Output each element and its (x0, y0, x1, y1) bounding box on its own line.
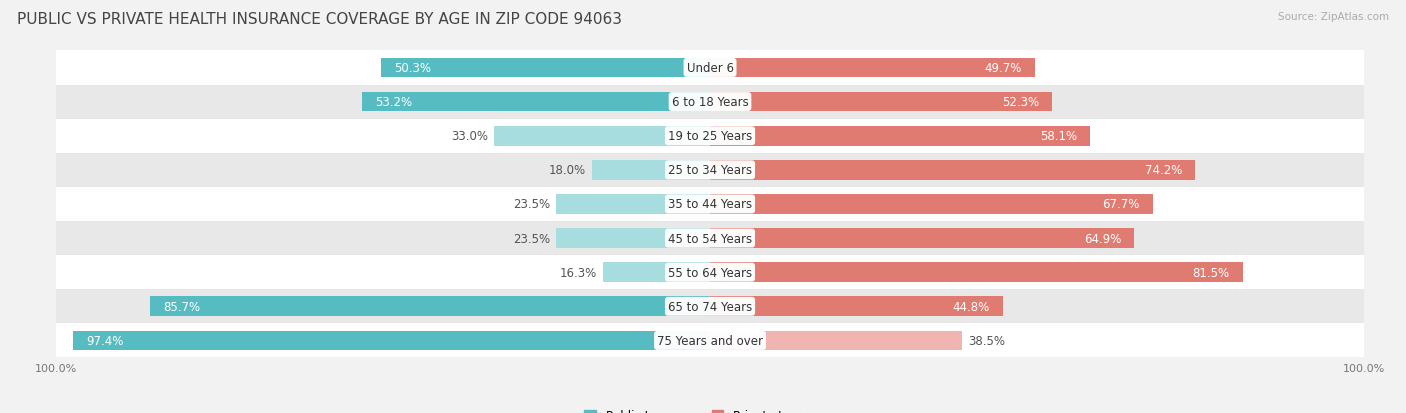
Bar (592, 161, 710, 180)
Bar (363, 93, 710, 112)
Bar (710, 93, 1052, 112)
Text: 49.7%: 49.7% (984, 62, 1022, 75)
Bar (710, 263, 1243, 282)
Bar (56, 153, 1364, 188)
Bar (73, 331, 710, 351)
Text: 75 Years and over: 75 Years and over (657, 334, 763, 347)
Text: Source: ZipAtlas.com: Source: ZipAtlas.com (1278, 12, 1389, 22)
Text: 55 to 64 Years: 55 to 64 Years (668, 266, 752, 279)
Text: 38.5%: 38.5% (969, 334, 1005, 347)
Bar (56, 323, 1364, 358)
Text: PUBLIC VS PRIVATE HEALTH INSURANCE COVERAGE BY AGE IN ZIP CODE 94063: PUBLIC VS PRIVATE HEALTH INSURANCE COVER… (17, 12, 621, 27)
Bar (381, 58, 710, 78)
Bar (149, 297, 710, 316)
Text: 67.7%: 67.7% (1102, 198, 1140, 211)
Text: 50.3%: 50.3% (394, 62, 432, 75)
Bar (56, 51, 1364, 85)
Text: 6 to 18 Years: 6 to 18 Years (672, 96, 748, 109)
Text: 45 to 54 Years: 45 to 54 Years (668, 232, 752, 245)
Legend: Public Insurance, Private Insurance: Public Insurance, Private Insurance (585, 408, 835, 413)
Text: 18.0%: 18.0% (548, 164, 586, 177)
Bar (710, 161, 1195, 180)
Text: 81.5%: 81.5% (1192, 266, 1230, 279)
Bar (710, 58, 1035, 78)
Text: 44.8%: 44.8% (953, 300, 990, 313)
Bar (557, 195, 710, 214)
Text: 85.7%: 85.7% (163, 300, 200, 313)
Bar (710, 195, 1153, 214)
Bar (710, 126, 1090, 146)
Bar (56, 188, 1364, 221)
Bar (495, 126, 710, 146)
Text: 16.3%: 16.3% (560, 266, 598, 279)
Bar (56, 290, 1364, 323)
Text: 64.9%: 64.9% (1084, 232, 1121, 245)
Bar (710, 331, 962, 351)
Text: 35 to 44 Years: 35 to 44 Years (668, 198, 752, 211)
Text: 53.2%: 53.2% (375, 96, 412, 109)
Bar (710, 297, 1002, 316)
Bar (56, 256, 1364, 290)
Text: 74.2%: 74.2% (1144, 164, 1182, 177)
Text: 97.4%: 97.4% (86, 334, 124, 347)
Text: 25 to 34 Years: 25 to 34 Years (668, 164, 752, 177)
Text: Under 6: Under 6 (686, 62, 734, 75)
Bar (56, 221, 1364, 256)
Bar (56, 85, 1364, 119)
Text: 58.1%: 58.1% (1039, 130, 1077, 143)
Text: 65 to 74 Years: 65 to 74 Years (668, 300, 752, 313)
Text: 52.3%: 52.3% (1001, 96, 1039, 109)
Text: 19 to 25 Years: 19 to 25 Years (668, 130, 752, 143)
Bar (56, 119, 1364, 153)
Text: 23.5%: 23.5% (513, 198, 550, 211)
Bar (710, 229, 1135, 248)
Bar (603, 263, 710, 282)
Text: 33.0%: 33.0% (451, 130, 488, 143)
Bar (557, 229, 710, 248)
Text: 23.5%: 23.5% (513, 232, 550, 245)
